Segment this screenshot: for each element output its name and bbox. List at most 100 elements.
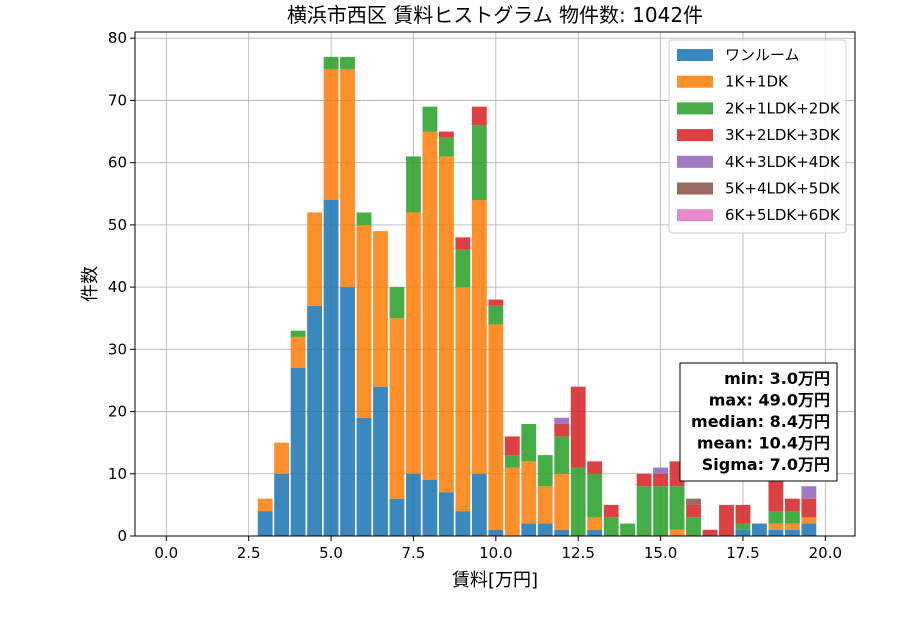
- bar: [768, 529, 784, 536]
- legend-label: ワンルーム: [725, 46, 800, 64]
- bar: [471, 473, 487, 536]
- bar: [471, 106, 487, 126]
- x-axis-label: 賃料[万円]: [452, 570, 538, 591]
- y-tick-label: 50: [108, 216, 127, 234]
- bar: [438, 492, 454, 536]
- bar: [784, 529, 800, 536]
- bar: [735, 529, 751, 536]
- bar: [422, 106, 438, 132]
- chart-title: 横浜市西区 賃料ヒストグラム 物件数: 1042件: [287, 3, 703, 27]
- legend-label: 3K+2LDK+3DK: [725, 126, 841, 144]
- bar: [455, 237, 471, 250]
- bar: [653, 467, 668, 474]
- bar: [290, 330, 306, 337]
- bar: [653, 486, 668, 536]
- bar: [356, 224, 372, 418]
- bar: [438, 131, 454, 138]
- legend-label: 6K+5LDK+6DK: [725, 206, 841, 224]
- bar: [488, 529, 504, 536]
- legend-swatch: [677, 182, 713, 195]
- bar: [587, 517, 603, 530]
- bar: [554, 424, 570, 437]
- bar: [768, 511, 784, 524]
- legend-frame: [668, 39, 847, 234]
- stats-box: min: 3.0万円 max: 49.0万円 median: 8.4万円 mean: …: [679, 362, 838, 482]
- y-tick-label: 20: [108, 403, 127, 421]
- bar: [422, 131, 438, 481]
- legend: ワンルーム 1K+1DK 2K+1LDK+2DK 3K+2LDK+3DK 4K+3LDK…: [668, 39, 847, 234]
- bar: [290, 336, 306, 368]
- bar: [438, 137, 454, 157]
- bar: [702, 529, 718, 536]
- bar: [323, 56, 339, 70]
- x-tick-label: 12.5: [562, 544, 595, 562]
- legend-swatch: [677, 209, 713, 222]
- legend-swatch: [677, 102, 713, 115]
- bar: [307, 212, 323, 306]
- y-tick-label: 60: [108, 154, 127, 172]
- bar: [636, 473, 652, 487]
- bar: [406, 473, 421, 536]
- legend-swatch: [677, 129, 713, 142]
- bar: [488, 305, 504, 325]
- bar: [373, 386, 388, 536]
- bar: [768, 480, 784, 512]
- stats-line: median: 8.4万円: [691, 412, 830, 431]
- bar: [669, 529, 685, 536]
- bar: [488, 299, 504, 306]
- bar: [471, 125, 487, 200]
- bar: [521, 424, 537, 462]
- y-tick-label: 0: [117, 527, 127, 545]
- bar: [620, 523, 636, 536]
- x-tick-label: 17.5: [726, 544, 759, 562]
- bar: [784, 498, 800, 512]
- bar: [784, 523, 800, 530]
- bar: [554, 473, 570, 530]
- bar: [323, 200, 339, 536]
- stats-frame: [679, 362, 838, 482]
- bar: [340, 69, 355, 288]
- bar: [438, 156, 454, 493]
- bar: [537, 486, 553, 524]
- bar: [686, 504, 701, 518]
- x-ticks: 0.0 2.5 5.0 7.5 10.0 12.5 15.0 17.5 20.0: [154, 536, 842, 562]
- bar: [340, 56, 355, 70]
- bar: [603, 504, 619, 518]
- bar: [389, 287, 405, 319]
- bar: [422, 480, 438, 536]
- bar: [784, 511, 800, 524]
- bar: [686, 517, 701, 536]
- y-tick-label: 30: [108, 340, 127, 358]
- bar: [603, 517, 619, 536]
- bar: [373, 231, 388, 387]
- bar: [587, 473, 603, 518]
- bar: [587, 529, 603, 536]
- bar: [307, 305, 323, 536]
- plot-frame: [134, 31, 856, 537]
- bar: [389, 318, 405, 499]
- bar: [735, 504, 751, 524]
- bar: [554, 417, 570, 424]
- bar: [471, 200, 487, 474]
- stats-line: max: 49.0万円: [709, 391, 830, 410]
- bar: [570, 467, 586, 536]
- stats-line: min: 3.0万円: [724, 369, 830, 388]
- y-tick-label: 80: [108, 29, 127, 47]
- bar: [801, 486, 817, 499]
- x-tick-label: 15.0: [644, 544, 677, 562]
- bar: [488, 324, 504, 530]
- bar: [455, 511, 471, 536]
- bar: [653, 473, 668, 487]
- bar: [356, 212, 372, 225]
- bar: [735, 523, 751, 530]
- bar: [389, 498, 405, 536]
- bar: [504, 436, 520, 456]
- legend-label: 4K+3LDK+4DK: [725, 153, 841, 171]
- bar: [257, 498, 273, 512]
- bar: [752, 523, 767, 536]
- bar: [406, 156, 421, 213]
- bar: [719, 504, 734, 536]
- legend-label: 5K+4LDK+5DK: [725, 180, 841, 198]
- y-axis-label: 件数: [80, 266, 101, 302]
- bar: [290, 368, 306, 536]
